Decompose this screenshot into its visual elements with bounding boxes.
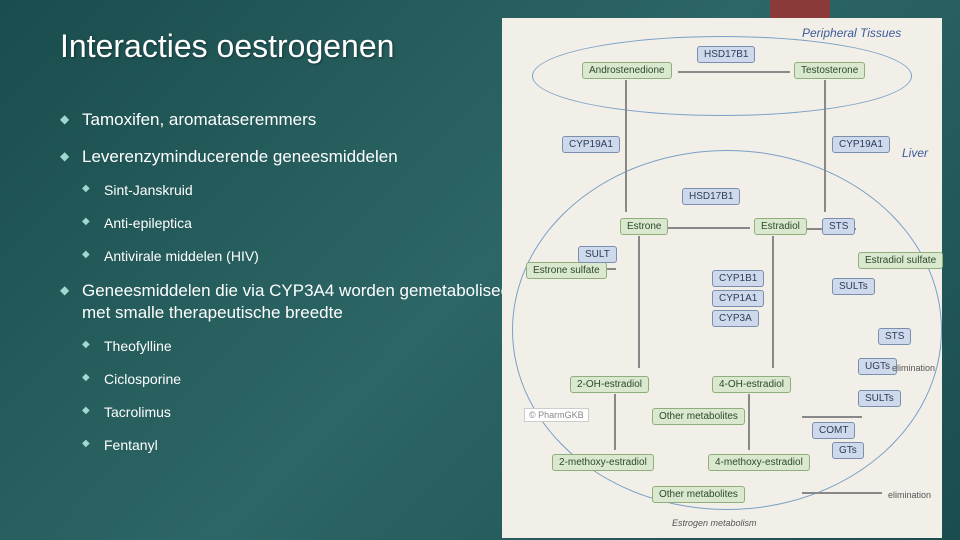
watermark: © PharmGKB [524, 408, 589, 422]
enzyme-node: CYP1A1 [712, 290, 764, 307]
enzyme-node: STS [822, 218, 855, 235]
metabolite-node: 4-OH-estradiol [712, 376, 791, 393]
enzyme-node: HSD17B1 [697, 46, 755, 63]
bullet-text: Leverenzyminducerende geneesmiddelen [82, 147, 398, 166]
metabolite-node: Other metabolites [652, 486, 745, 503]
sub-bullet-item: Sint-Janskruid [82, 181, 540, 200]
bullet-item: Tamoxifen, aromataseremmers [60, 109, 540, 132]
enzyme-node: CYP3A [712, 310, 759, 327]
bullet-text: Geneesmiddelen die via CYP3A4 worden gem… [82, 281, 525, 323]
sub-bullet-list: Sint-Janskruid Anti-epileptica Antivirale … [82, 181, 540, 266]
sub-bullet-item: Ciclosporine [82, 370, 540, 389]
content-column: Interacties oestrogenen Tamoxifen, aroma… [60, 28, 540, 520]
diagram-caption: Estrogen metabolism [672, 518, 757, 528]
enzyme-node: SULT [578, 246, 617, 263]
arrow [824, 80, 826, 212]
bullet-item: Geneesmiddelen die via CYP3A4 worden gem… [60, 280, 540, 455]
metabolism-diagram: Peripheral Tissues Liver Androstenedione Te… [502, 18, 942, 538]
metabolite-node: Estrone sulfate [526, 262, 607, 279]
enzyme-node: CYP19A1 [832, 136, 890, 153]
arrow [772, 236, 774, 368]
region-label: Liver [902, 146, 928, 160]
metabolite-node: Estradiol sulfate [858, 252, 943, 269]
metabolite-node: 4-methoxy-estradiol [708, 454, 810, 471]
sub-bullet-item: Theofylline [82, 337, 540, 356]
enzyme-node: STS [878, 328, 911, 345]
arrow [614, 394, 616, 450]
metabolite-node: 2-OH-estradiol [570, 376, 649, 393]
sub-bullet-item: Tacrolimus [82, 403, 540, 422]
bullet-item: Leverenzyminducerende geneesmiddelen Sint… [60, 146, 540, 266]
slide: Interacties oestrogenen Tamoxifen, aroma… [0, 0, 960, 540]
arrow [748, 394, 750, 450]
arrow [802, 492, 882, 494]
diagram-column: Peripheral TissuesLiverAndrostenedioneTe… [540, 28, 912, 520]
sub-bullet-item: Fentanyl [82, 436, 540, 455]
enzyme-node: SULTs [832, 278, 875, 295]
sub-bullet-item: Anti-epileptica [82, 214, 540, 233]
enzyme-node: CYP1B1 [712, 270, 764, 287]
metabolite-node: Estrone [620, 218, 668, 235]
arrow [802, 416, 862, 418]
arrow [625, 80, 627, 212]
metabolite-node: Androstenedione [582, 62, 672, 79]
metabolite-node: Estradiol [754, 218, 807, 235]
enzyme-node: HSD17B1 [682, 188, 740, 205]
enzyme-node: COMT [812, 422, 855, 439]
sub-bullet-list: Theofylline Ciclosporine Tacrolimus Fentany… [82, 337, 540, 455]
page-title: Interacties oestrogenen [60, 28, 540, 65]
enzyme-node: GTs [832, 442, 864, 459]
bullet-list: Tamoxifen, aromataseremmers Leverenzymind… [60, 109, 540, 455]
arrow [638, 236, 640, 368]
metabolite-node: Testosterone [794, 62, 865, 79]
annotation-text: elimination [892, 363, 935, 373]
metabolite-node: 2-methoxy-estradiol [552, 454, 654, 471]
arrow [664, 227, 750, 229]
region-label: Peripheral Tissues [802, 26, 901, 40]
sub-bullet-item: Antivirale middelen (HIV) [82, 247, 540, 266]
arrow [678, 71, 790, 73]
bullet-text: Tamoxifen, aromataseremmers [82, 110, 316, 129]
annotation-text: elimination [888, 490, 931, 500]
enzyme-node: CYP19A1 [562, 136, 620, 153]
enzyme-node: SULTs [858, 390, 901, 407]
metabolite-node: Other metabolites [652, 408, 745, 425]
